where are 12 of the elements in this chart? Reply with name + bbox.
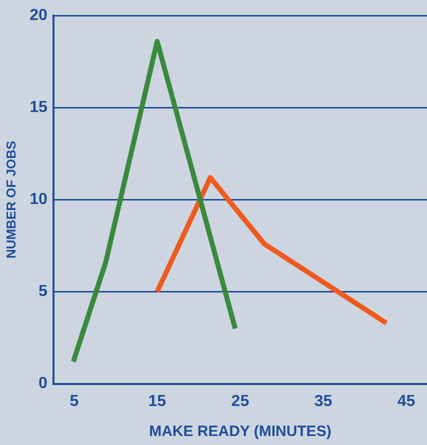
y-tick-label: 10 [30,191,48,208]
y-axis-title: NUMBER OF JOBS [3,140,18,259]
x-tick-label: 25 [231,392,250,410]
x-tick-label: 35 [314,392,332,410]
x-tick-label: 45 [397,392,416,410]
x-axis-title: MAKE READY (MINUTES) [149,423,332,440]
x-tick-label: 5 [70,392,79,410]
y-tick-label: 0 [38,375,48,392]
y-tick-label: 20 [30,7,48,24]
y-tick-label: 15 [30,99,48,116]
y-tick-label: 5 [38,283,48,300]
x-tick-label: 15 [148,392,166,410]
